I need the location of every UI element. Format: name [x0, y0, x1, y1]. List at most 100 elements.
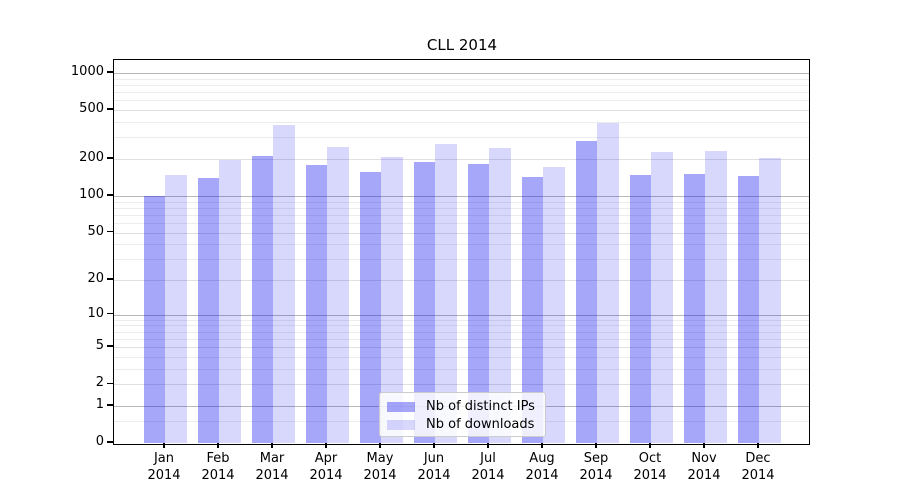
bar-nb-of-downloads-nov-2014	[705, 150, 727, 443]
y-tick-mark	[107, 157, 113, 159]
x-tick-mark	[541, 443, 543, 449]
x-tick-mark	[217, 443, 219, 449]
gridline	[114, 207, 809, 209]
bar-nb-of-distinct-ips-jan-2014	[143, 195, 165, 443]
gridline	[114, 110, 809, 112]
bar-nb-of-distinct-ips-oct-2014	[629, 175, 651, 443]
gridline	[114, 137, 809, 139]
bar-nb-of-downloads-jun-2014	[435, 144, 457, 443]
gridline	[114, 232, 809, 234]
gridline	[114, 92, 809, 94]
gridline	[114, 159, 809, 160]
y-tick-label: 0	[95, 434, 104, 449]
gridline	[114, 85, 809, 86]
legend-swatch-downloads	[387, 419, 415, 430]
x-tick-label: Jan 2014	[147, 451, 181, 483]
x-tick-label: Nov 2014	[687, 451, 721, 483]
bar-nb-of-downloads-oct-2014	[651, 152, 673, 443]
x-tick-mark	[757, 443, 759, 449]
bar-nb-of-distinct-ips-sep-2014	[575, 140, 597, 443]
gridline	[114, 78, 809, 80]
y-tick-label: 10	[87, 305, 104, 321]
gridline	[114, 244, 809, 246]
y-tick-mark	[107, 312, 113, 315]
x-tick-label: Jul 2014	[471, 451, 505, 483]
y-tick-mark	[107, 382, 113, 384]
gridline	[114, 319, 809, 321]
legend-item-distinct-ips: Nb of distinct IPs	[387, 398, 537, 415]
x-tick-label: Aug 2014	[525, 451, 559, 483]
y-tick-mark	[107, 345, 113, 347]
y-tick-label: 1	[95, 396, 104, 412]
bar-nb-of-distinct-ips-may-2014	[359, 171, 381, 443]
legend-swatch-distinct-ips	[387, 401, 415, 412]
y-tick-mark	[107, 230, 113, 233]
gridline	[114, 222, 809, 224]
gridline	[114, 73, 809, 74]
chart-title: CLL 2014	[426, 36, 498, 54]
bar-nb-of-downloads-mar-2014	[273, 125, 295, 443]
bar-nb-of-downloads-jan-2014	[165, 175, 187, 443]
x-tick-mark	[271, 443, 273, 449]
y-tick-mark	[107, 108, 113, 110]
x-tick-label: Oct 2014	[633, 451, 667, 483]
x-tick-mark	[703, 443, 705, 449]
x-tick-mark	[487, 443, 489, 449]
legend-label-distinct-ips: Nb of distinct IPs	[426, 399, 535, 414]
bars-layer	[114, 60, 809, 444]
gridline	[114, 214, 809, 216]
x-tick-label: Sep 2014	[579, 451, 613, 483]
bar-nb-of-distinct-ips-jun-2014	[413, 162, 435, 443]
y-tick-label: 5	[95, 338, 104, 354]
legend: Nb of distinct IPs Nb of downloads	[379, 392, 546, 437]
y-tick-mark	[107, 278, 113, 280]
y-tick-label: 200	[79, 150, 104, 165]
x-tick-label: Apr 2014	[309, 451, 343, 483]
x-tick-mark	[433, 443, 435, 449]
x-tick-mark	[325, 443, 327, 449]
bar-nb-of-downloads-dec-2014	[759, 158, 781, 443]
gridline	[114, 201, 809, 203]
x-tick-mark	[379, 443, 381, 449]
y-tick-label: 2	[95, 375, 104, 391]
x-tick-label: Jun 2014	[417, 451, 451, 483]
bar-nb-of-distinct-ips-dec-2014	[737, 175, 759, 443]
y-tick-label: 500	[79, 101, 104, 117]
bar-nb-of-downloads-feb-2014	[219, 160, 241, 443]
bar-nb-of-distinct-ips-mar-2014	[251, 155, 273, 443]
x-tick-mark	[649, 443, 651, 449]
bar-nb-of-distinct-ips-aug-2014	[521, 176, 543, 443]
gridline	[114, 384, 809, 386]
x-tick-label: Mar 2014	[255, 451, 289, 483]
gridline	[114, 368, 809, 370]
gridline	[114, 338, 809, 340]
y-tick-mark	[107, 194, 113, 196]
y-tick-mark	[107, 404, 113, 406]
x-tick-label: May 2014	[363, 451, 397, 483]
x-tick-mark	[595, 443, 597, 449]
bar-nb-of-distinct-ips-jul-2014	[467, 163, 489, 443]
x-tick-label: Feb 2014	[201, 451, 235, 483]
legend-item-downloads: Nb of downloads	[387, 416, 537, 433]
gridline	[114, 122, 809, 123]
gridline	[114, 331, 809, 333]
y-tick-label: 100	[79, 186, 104, 202]
bar-nb-of-distinct-ips-nov-2014	[683, 173, 705, 443]
gridline	[114, 314, 809, 316]
bar-nb-of-distinct-ips-feb-2014	[197, 178, 219, 443]
legend-label-downloads: Nb of downloads	[426, 417, 535, 432]
gridline	[114, 259, 809, 261]
y-tick-mark	[107, 441, 113, 443]
gridline	[114, 280, 809, 281]
y-tick-label: 1000	[70, 64, 104, 79]
bar-nb-of-downloads-apr-2014	[327, 147, 349, 443]
x-tick-label: Dec 2014	[741, 451, 775, 483]
x-tick-mark	[163, 443, 165, 449]
gridline	[114, 100, 809, 102]
gridline	[114, 356, 809, 358]
y-tick-mark	[107, 71, 113, 73]
bar-nb-of-distinct-ips-apr-2014	[305, 165, 327, 443]
gridline	[114, 195, 809, 197]
gridline	[114, 325, 809, 327]
